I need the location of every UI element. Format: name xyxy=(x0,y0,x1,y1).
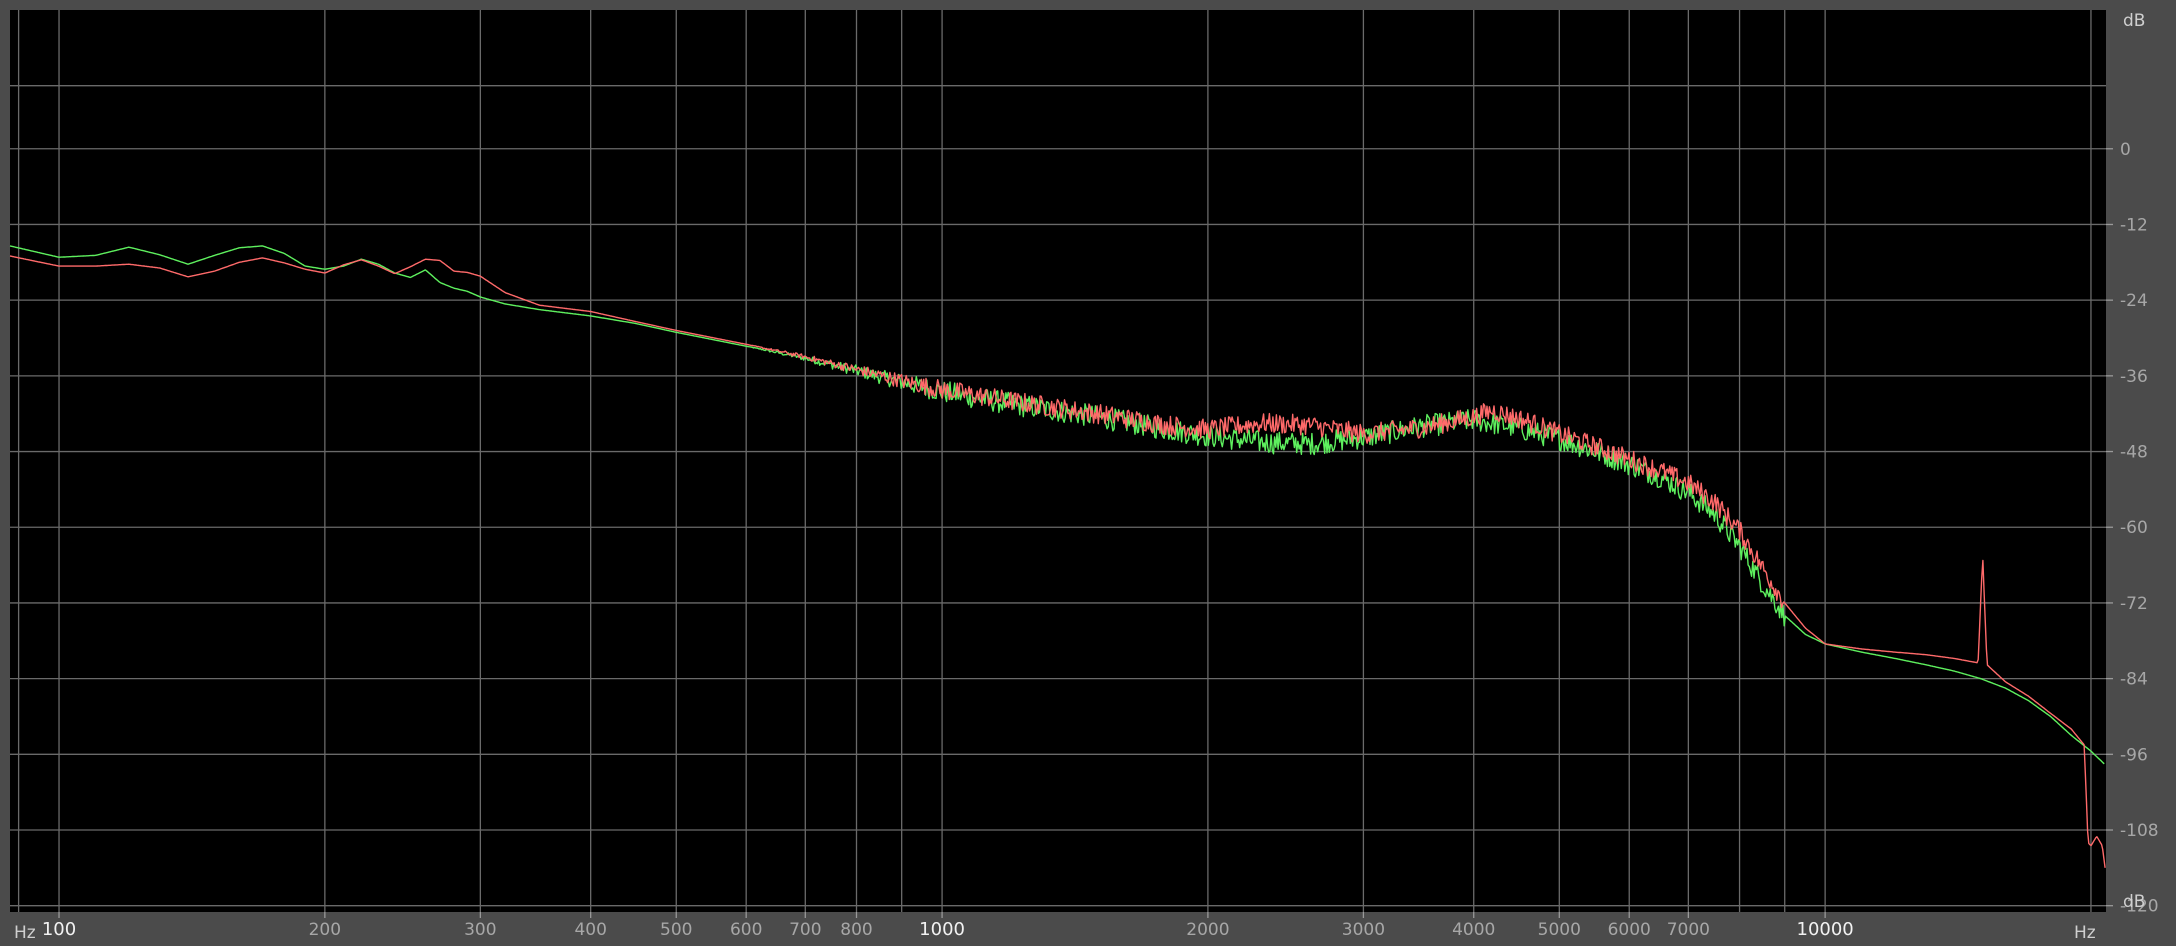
x-tick-label: 5000 xyxy=(1538,920,1581,940)
y-tick-label: -60 xyxy=(2120,518,2148,538)
x-tick-label: 2000 xyxy=(1186,920,1229,940)
y-tick-label: -24 xyxy=(2120,291,2148,311)
y-tick-label: -96 xyxy=(2120,745,2148,765)
y-tick-label: -36 xyxy=(2120,367,2148,387)
x-tick-label: 300 xyxy=(464,920,496,940)
x-tick-label: 600 xyxy=(730,920,762,940)
x-axis-unit-left: Hz xyxy=(14,923,36,943)
x-tick-label: 1000 xyxy=(919,919,965,940)
y-tick-label: -12 xyxy=(2120,215,2148,235)
y-tick-label: -72 xyxy=(2120,594,2148,614)
x-tick-label: 4000 xyxy=(1452,920,1495,940)
y-tick-label: 0 xyxy=(2120,140,2131,160)
y-axis-unit-top: dB xyxy=(2123,11,2145,31)
x-tick-label: 700 xyxy=(789,920,821,940)
x-tick-label: 800 xyxy=(840,920,872,940)
plot-background xyxy=(10,10,2106,912)
x-tick-label: 3000 xyxy=(1342,920,1385,940)
y-tick-label: -84 xyxy=(2120,670,2148,690)
x-tick-label: 200 xyxy=(309,920,341,940)
y-axis-unit-bottom: dB xyxy=(2123,892,2145,912)
series-traces xyxy=(9,245,2106,868)
y-tick-label: -108 xyxy=(2120,821,2159,841)
grid-lines xyxy=(10,10,2106,912)
x-axis-unit-right: Hz xyxy=(2074,923,2096,943)
x-tick-label: 7000 xyxy=(1667,920,1710,940)
axis-tick-labels: 0 -12 -24 -36 -48 -60 -72 -84 -96 -108 -120 100 1000… xyxy=(42,140,2159,940)
x-tick-label: 400 xyxy=(574,920,606,940)
x-tick-label: 100 xyxy=(42,919,76,940)
x-tick-label: 6000 xyxy=(1608,920,1651,940)
x-tick-label: 500 xyxy=(660,920,692,940)
series-2-trace xyxy=(9,255,2106,868)
y-tick-label: -48 xyxy=(2120,443,2148,463)
y-tick-label: -120 xyxy=(2120,897,2159,917)
x-tick-label: 10000 xyxy=(1797,919,1854,940)
